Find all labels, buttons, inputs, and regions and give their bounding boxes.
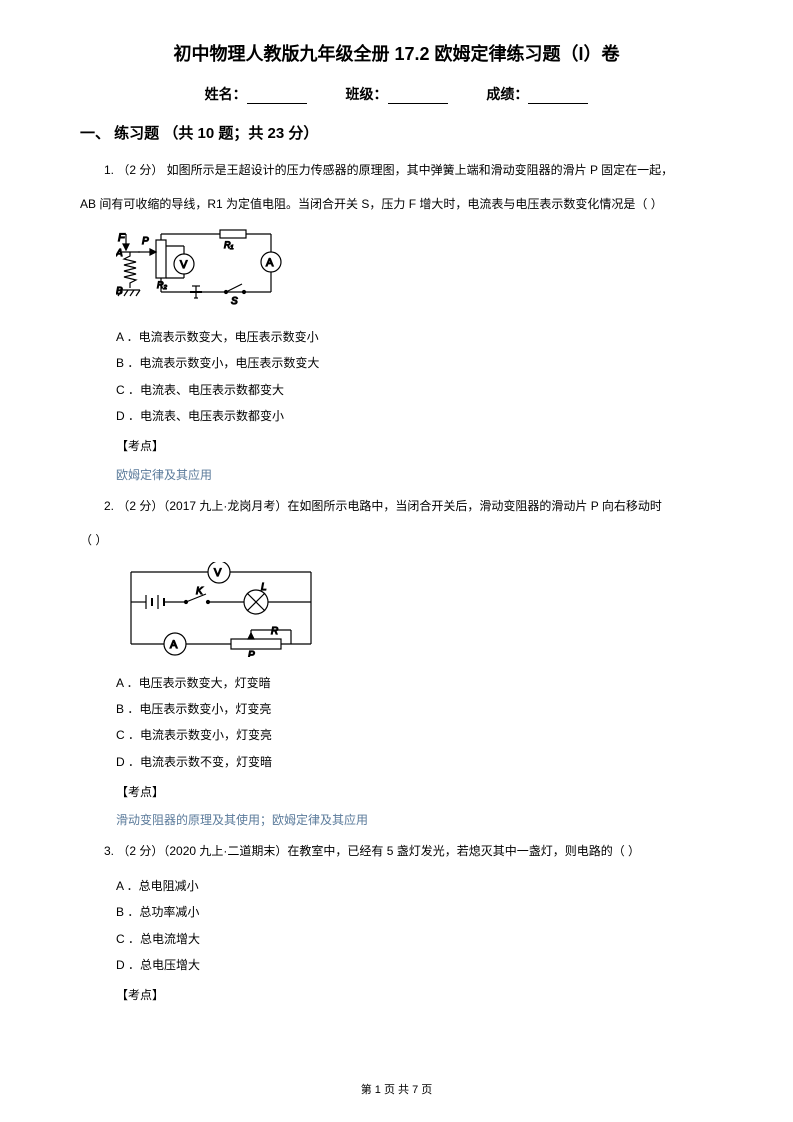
q2-text-line2: （ ） bbox=[80, 527, 713, 553]
q1-option-b: B ．电流表示数变小，电压表示数变大 bbox=[116, 350, 713, 376]
svg-text:R₂: R₂ bbox=[157, 280, 167, 290]
svg-text:S: S bbox=[231, 296, 238, 307]
q1-option-a: A ．电流表示数变大，电压表示数变小 bbox=[116, 324, 713, 350]
svg-text:R: R bbox=[271, 626, 278, 637]
q2-option-d: D ．电流表示数不变，灯变暗 bbox=[116, 749, 713, 775]
q3-exam-point: 【考点】 bbox=[116, 982, 713, 1008]
section-header: 一、 练习题 （共 10 题；共 23 分） bbox=[80, 122, 713, 143]
q1-text-line2: AB 间有可收缩的导线，R1 为定值电阻。当闭合开关 S，压力 F 增大时，电流… bbox=[80, 191, 713, 217]
q2-topic: 滑动变阻器的原理及其使用；欧姆定律及其应用 bbox=[116, 811, 713, 828]
svg-text:P: P bbox=[142, 236, 149, 247]
q1-option-c: C ．电流表、电压表示数都变大 bbox=[116, 377, 713, 403]
q3-text: 3. （2 分）（2020 九上·二道期末）在教室中，已经有 5 盏灯发光，若熄… bbox=[80, 838, 713, 864]
name-blank[interactable] bbox=[247, 90, 307, 104]
q1-option-d: D ．电流表、电压表示数都变小 bbox=[116, 403, 713, 429]
svg-text:A: A bbox=[266, 257, 274, 269]
score-label: 成绩： bbox=[486, 86, 528, 102]
svg-text:V: V bbox=[214, 567, 222, 579]
svg-text:B: B bbox=[116, 286, 123, 297]
student-info-row: 姓名： 班级： 成绩： bbox=[80, 84, 713, 104]
q1-circuit-diagram: F A B P R₂ V bbox=[116, 226, 713, 316]
svg-text:A: A bbox=[170, 639, 178, 651]
score-blank[interactable] bbox=[528, 90, 588, 104]
svg-text:F: F bbox=[118, 232, 126, 244]
q2-option-c: C ．电流表示数变小，灯变亮 bbox=[116, 722, 713, 748]
q3-option-b: B ．总功率减小 bbox=[116, 899, 713, 925]
q3-option-c: C ．总电流增大 bbox=[116, 926, 713, 952]
q1-text-line1: 1. （2 分） 如图所示是王超设计的压力传感器的原理图，其中弹簧上端和滑动变阻… bbox=[80, 157, 713, 183]
svg-text:V: V bbox=[180, 259, 188, 271]
q2-text-line1: 2. （2 分）（2017 九上·龙岗月考）在如图所示电路中，当闭合开关后，滑动… bbox=[80, 493, 713, 519]
q1-exam-point: 【考点】 bbox=[116, 433, 713, 459]
name-label: 姓名： bbox=[205, 86, 247, 102]
q1-topic: 欧姆定律及其应用 bbox=[116, 466, 713, 483]
svg-text:A: A bbox=[116, 248, 123, 259]
page-footer: 第 1 页 共 7 页 bbox=[0, 1081, 793, 1097]
q2-exam-point: 【考点】 bbox=[116, 779, 713, 805]
class-label: 班级： bbox=[346, 86, 388, 102]
svg-text:R₁: R₁ bbox=[224, 240, 233, 250]
class-blank[interactable] bbox=[388, 90, 448, 104]
q3-option-d: D ．总电压增大 bbox=[116, 952, 713, 978]
q2-option-a: A ．电压表示数变大，灯变暗 bbox=[116, 670, 713, 696]
q2-option-b: B ．电压表示数变小，灯变亮 bbox=[116, 696, 713, 722]
page-title: 初中物理人教版九年级全册 17.2 欧姆定律练习题（I）卷 bbox=[80, 40, 713, 66]
q2-circuit-diagram: V K L A bbox=[116, 562, 713, 662]
svg-text:P: P bbox=[248, 650, 255, 657]
q3-option-a: A ．总电阻减小 bbox=[116, 873, 713, 899]
